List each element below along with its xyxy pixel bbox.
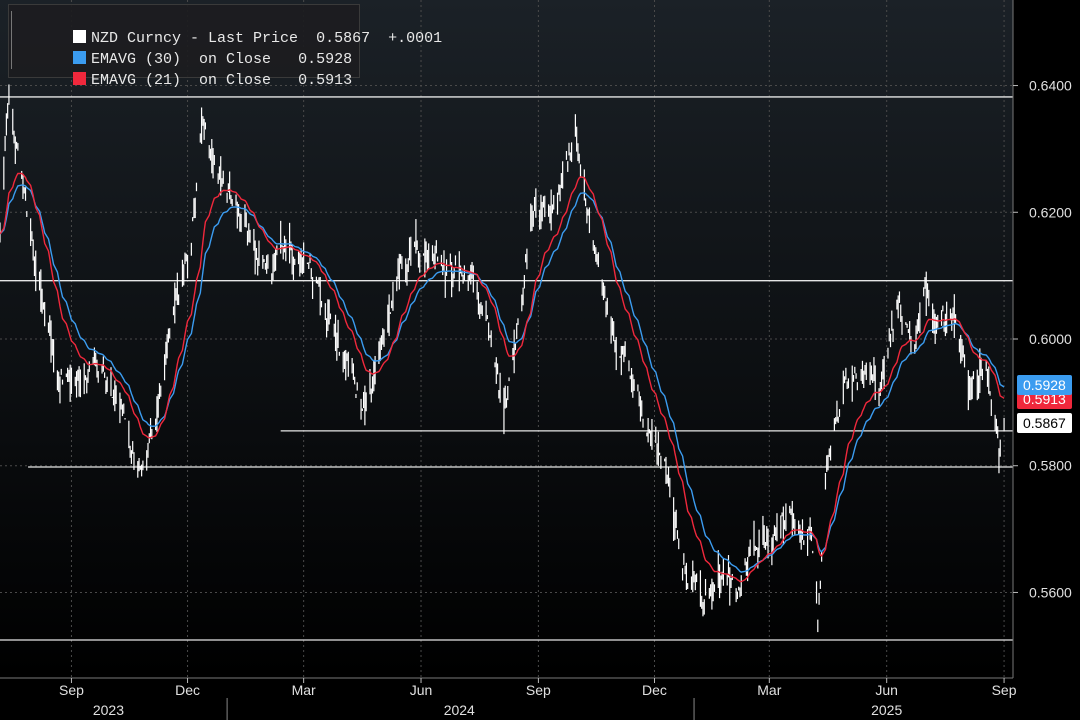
x-tick-label: Mar (757, 682, 781, 698)
x-tick-label: Jun (410, 682, 433, 698)
y-tick-label: 0.6400 (1029, 78, 1072, 94)
x-tick-label: Sep (992, 682, 1017, 698)
legend-label-ema30: EMAVG (30) on Close (91, 51, 272, 68)
ema-line-21 (0, 172, 1005, 583)
legend-tree-line (11, 11, 20, 69)
x-tick-label: Mar (292, 682, 316, 698)
y-tick-label: 0.6200 (1029, 204, 1072, 220)
legend-swatch-ema30 (73, 51, 87, 64)
last-value-tag-0: 0.5928 (1017, 374, 1072, 395)
legend-value-price: 0.5867 (316, 30, 371, 47)
y-tick-label: 0.5800 (1029, 458, 1072, 474)
ema-lines (0, 172, 1005, 583)
price-bars (0, 84, 1005, 633)
legend-value-ema30: 0.5928 (298, 51, 353, 68)
legend-label-ema21: EMAVG (21) on Close (91, 72, 272, 89)
x-year-label: 2024 (444, 702, 475, 718)
chart-legend: NZD Curncy - Last Price 0.5867 +.0001 EM… (8, 4, 442, 89)
legend-swatch-price (73, 30, 87, 43)
x-tick-label: Dec (175, 682, 200, 698)
x-year-label: 2025 (871, 702, 902, 718)
legend-row-ema21: EMAVG (21) on Close 0.5913 (19, 51, 352, 89)
legend-row-ema30: EMAVG (30) on Close 0.5928 (19, 30, 352, 68)
last-value-tag-2: 0.5867 (1017, 413, 1072, 434)
legend-change-price: +.0001 (388, 30, 443, 47)
legend-row-price: NZD Curncy - Last Price 0.5867 +.0001 (19, 9, 442, 47)
x-year-label: 2023 (93, 702, 124, 718)
x-tick-label: Sep (59, 682, 84, 698)
x-tick-label: Sep (526, 682, 551, 698)
x-tick-label: Dec (642, 682, 667, 698)
level-lines (0, 96, 1013, 641)
y-tick-label: 0.6000 (1029, 331, 1072, 347)
legend-value-ema21: 0.5913 (298, 72, 353, 89)
legend-label-price: NZD Curncy - Last Price (91, 30, 299, 47)
legend-swatch-ema21 (73, 72, 87, 85)
y-tick-label: 0.5600 (1029, 584, 1072, 600)
grid-layer (0, 0, 1013, 678)
x-tick-label: Jun (875, 682, 898, 698)
